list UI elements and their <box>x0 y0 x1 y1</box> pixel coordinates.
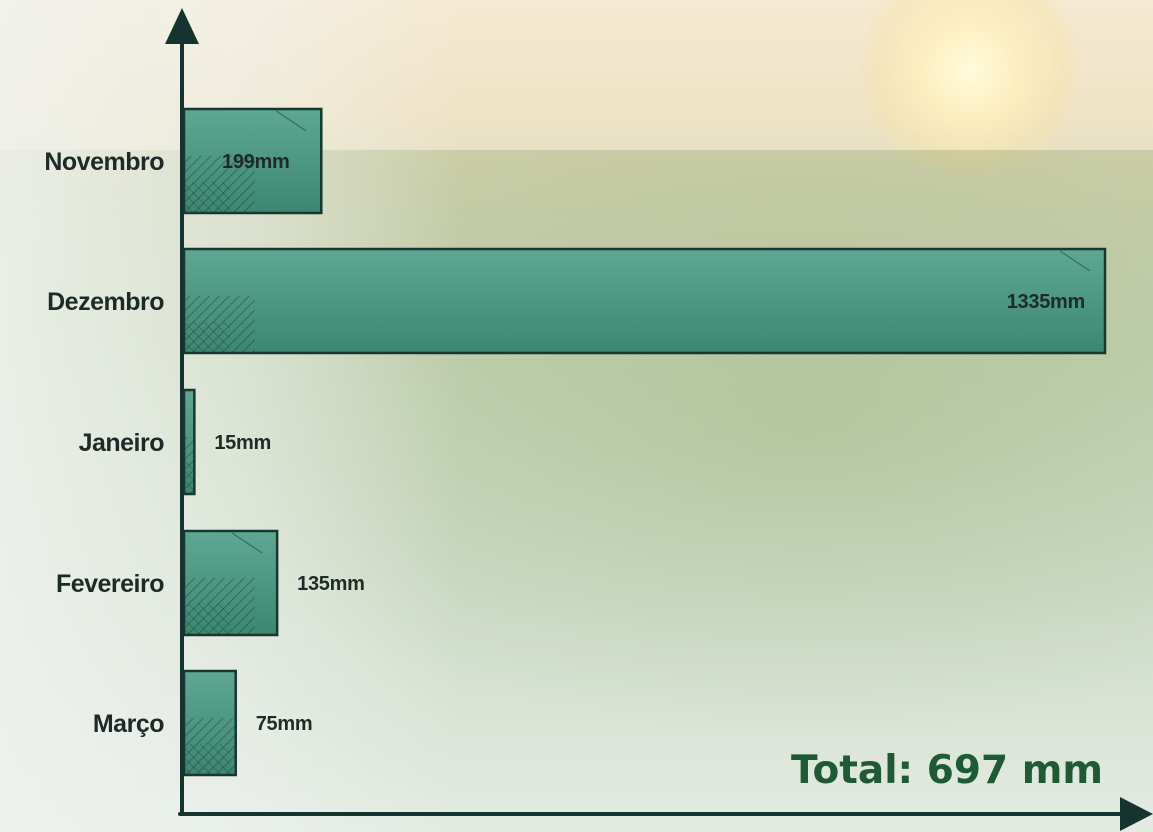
category-label-marco: Março <box>93 710 164 738</box>
value-label-janeiro: 15mm <box>214 432 271 454</box>
category-label-janeiro: Janeiro <box>79 429 165 457</box>
bar-group-marco <box>182 669 237 777</box>
bar-crosshatching <box>185 743 230 774</box>
bar-crosshatching <box>185 181 230 212</box>
sun-glow <box>860 0 1080 180</box>
value-label-novembro: 199mm <box>222 151 289 173</box>
value-label-fevereiro: 135mm <box>297 573 364 595</box>
bar-sketch-stroke <box>231 532 263 554</box>
category-label-novembro: Novembro <box>44 148 164 176</box>
value-label-dezembro: 1335mm <box>1007 291 1085 313</box>
x-axis-arrow <box>1120 797 1153 831</box>
bar-sketch-stroke <box>275 110 307 132</box>
bar-group-fevereiro <box>182 529 279 637</box>
bar-group-novembro <box>182 107 323 215</box>
bar-crosshatching <box>185 462 196 493</box>
value-label-marco: 75mm <box>256 713 313 735</box>
y-axis-arrow <box>165 8 199 44</box>
category-label-fevereiro: Fevereiro <box>56 570 164 598</box>
bar-group-dezembro <box>182 247 1107 355</box>
bar-crosshatching <box>185 321 230 352</box>
bar-sketch-stroke <box>1059 250 1091 272</box>
category-label-dezembro: Dezembro <box>47 288 164 316</box>
bar-dezembro <box>182 247 1107 355</box>
bar-group-janeiro <box>182 388 196 496</box>
total-annotation: Total: 697 mm <box>791 748 1103 793</box>
bar-crosshatching <box>185 603 230 634</box>
